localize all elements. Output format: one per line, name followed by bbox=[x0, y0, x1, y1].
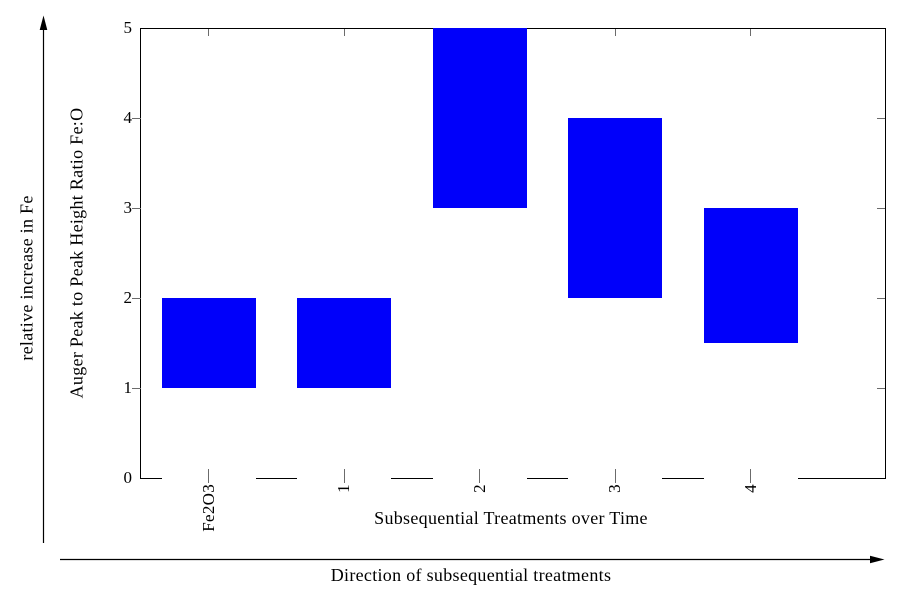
bar-axis-cover bbox=[297, 388, 391, 480]
right-arrowhead-icon bbox=[870, 555, 885, 564]
x-tick-mark-bottom bbox=[343, 469, 345, 483]
y-tick-label: 5 bbox=[123, 18, 133, 37]
y-tick-label: 4 bbox=[123, 108, 133, 127]
y-tick-mark-left bbox=[132, 208, 141, 209]
x-tick-mark-bottom bbox=[479, 469, 480, 483]
y-tick-mark-right bbox=[877, 298, 885, 299]
range-bar bbox=[568, 118, 662, 298]
y-tick-mark-right bbox=[877, 388, 885, 389]
x-axis-title: Subsequential Treatments over Time bbox=[374, 508, 648, 528]
up-arrowhead-icon bbox=[39, 15, 48, 30]
range-bar bbox=[432, 28, 527, 208]
y-tick-label: 1 bbox=[123, 378, 133, 397]
range-bar bbox=[161, 298, 256, 388]
bar-axis-cover bbox=[161, 388, 256, 480]
y-tick-label: 3 bbox=[123, 198, 133, 217]
x-tick-label: 3 bbox=[605, 484, 624, 493]
y-tick-mark-left bbox=[132, 118, 141, 119]
x-tick-mark-top bbox=[343, 29, 345, 36]
outer-y-arrow bbox=[39, 15, 48, 543]
plot-left-border bbox=[140, 28, 141, 479]
y-tick-mark-left bbox=[132, 388, 141, 389]
y-tick-mark-right bbox=[877, 118, 885, 119]
x-tick-mark-top bbox=[208, 29, 209, 36]
outer-x-arrow-label: Direction of subsequential treatments bbox=[330, 565, 612, 585]
y-tick-label: 0 bbox=[123, 468, 133, 487]
y-axis-title: Auger Peak to Peak Height Ratio Fe:O bbox=[66, 107, 87, 399]
x-tick-mark-bottom bbox=[614, 469, 616, 483]
x-tick-mark-bottom bbox=[208, 469, 209, 483]
x-tick-mark-bottom bbox=[750, 469, 751, 483]
x-tick-label: 1 bbox=[334, 484, 353, 493]
bar-axis-cover bbox=[703, 343, 798, 480]
x-tick-label: Fe2O3 bbox=[198, 484, 218, 532]
outer-x-arrow bbox=[60, 555, 885, 564]
y-tick-label: 2 bbox=[123, 288, 133, 307]
y-tick-mark-right bbox=[877, 208, 885, 209]
x-tick-label: 4 bbox=[740, 484, 760, 493]
bar-axis-cover bbox=[432, 208, 527, 480]
range-bar bbox=[297, 298, 391, 388]
x-tick-mark-top bbox=[614, 29, 616, 36]
range-bar bbox=[703, 208, 798, 343]
outer-y-arrow-label: relative increase in Fe bbox=[16, 195, 37, 361]
y-tick-mark-left bbox=[132, 298, 141, 299]
bar-axis-cover bbox=[568, 298, 662, 480]
x-tick-mark-top bbox=[750, 29, 751, 36]
x-tick-label: 2 bbox=[469, 484, 489, 493]
plot-right-border bbox=[885, 28, 886, 479]
